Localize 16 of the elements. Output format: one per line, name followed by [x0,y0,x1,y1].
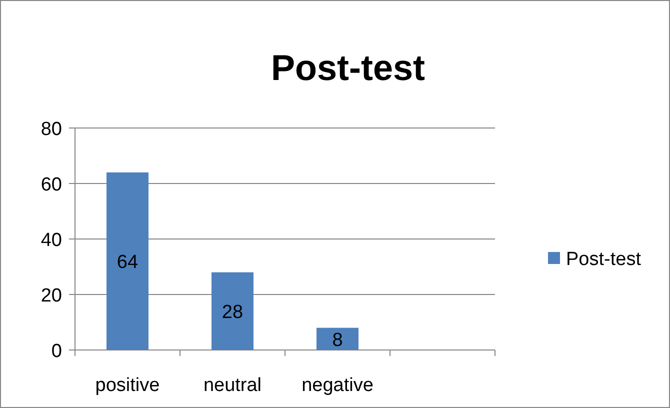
y-tick-label: 0 [51,341,62,362]
y-tick-label: 80 [40,119,62,140]
x-tick-label: neutral [203,375,262,396]
bar [316,328,358,350]
x-tick-label: negative [302,375,374,396]
data-label: 8 [332,330,343,351]
y-tick-label: 40 [40,230,62,251]
x-tick-label: positive [95,375,160,396]
data-label: 28 [222,302,244,324]
data-label: 64 [116,252,138,274]
bar [106,172,148,350]
y-tick-label: 60 [40,174,62,196]
legend-label: Post-test [566,249,642,270]
bar [212,272,254,350]
y-tick-label: 20 [40,286,62,306]
chart-title: Post-test [270,47,426,88]
